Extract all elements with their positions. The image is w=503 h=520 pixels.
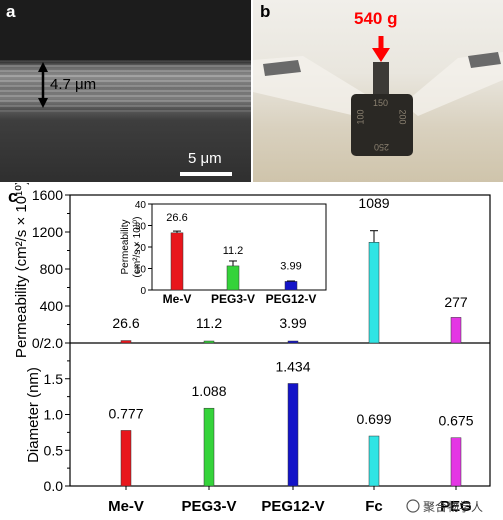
inset-y-axis-label-line1: Permeability bbox=[120, 219, 131, 274]
plot-frame bbox=[69, 194, 491, 487]
weight-body bbox=[351, 94, 413, 156]
permeability-bar-peg12-v bbox=[287, 340, 299, 344]
inset-bar-peg12-v bbox=[284, 281, 298, 291]
inset-y-tick-label: 0 bbox=[140, 286, 146, 297]
watermark-text: 聚合物学人 bbox=[423, 499, 483, 514]
permeability-bar-peg bbox=[450, 317, 462, 344]
clip-left bbox=[263, 60, 301, 76]
sem-image-panel: a 4.7 μm 5 μm bbox=[0, 0, 251, 182]
diameter-bar-peg3-v bbox=[203, 407, 215, 487]
inset-y-tick-label: 20 bbox=[135, 243, 147, 254]
inset-y-tick-label: 10 bbox=[135, 265, 147, 276]
scale-bar-label: 5 μm bbox=[188, 150, 222, 167]
permeability-data-label: 1089 bbox=[358, 195, 389, 211]
membrane-strip-right bbox=[403, 52, 503, 116]
inset-bar-me-v bbox=[170, 232, 184, 291]
permeability-y-tick-label: 0/2.0 bbox=[32, 335, 63, 351]
sem-annotations bbox=[38, 62, 232, 176]
diameter-bar-peg12-v bbox=[287, 383, 299, 487]
inset-y-tick-label: 30 bbox=[135, 222, 147, 233]
permeability-y-tick-label: 400 bbox=[40, 298, 64, 314]
panel-label-c: c bbox=[8, 187, 17, 206]
weight-number-left: 100 bbox=[355, 109, 366, 125]
permeability-y-tick-label: 1200 bbox=[32, 224, 63, 240]
x-tick-label: PEG3-V bbox=[181, 498, 236, 515]
inset-data-label: 3.99 bbox=[280, 260, 301, 272]
diameter-data-label: 0.675 bbox=[438, 413, 473, 429]
diameter-data-label: 0.777 bbox=[108, 405, 143, 421]
diameter-bar-me-v bbox=[120, 430, 132, 487]
inset-x-tick-label: PEG12-V bbox=[266, 292, 317, 306]
inset-data-label: 11.2 bbox=[223, 245, 244, 257]
permeability-data-label: 277 bbox=[444, 294, 468, 310]
photo-panel: b 540 g 150 100 200 250 bbox=[253, 0, 503, 182]
permeability-bar-me-v bbox=[120, 340, 132, 344]
x-tick-label: PEG bbox=[440, 498, 472, 515]
weight-number-right: 200 bbox=[397, 109, 408, 125]
diameter-y-tick-label: 0.5 bbox=[44, 442, 64, 458]
weight-stem bbox=[373, 62, 389, 100]
scale-bar bbox=[180, 172, 232, 176]
mass-label: 540 g bbox=[354, 9, 398, 28]
photo-drawing bbox=[253, 36, 503, 156]
permeability-data-label: 26.6 bbox=[112, 315, 139, 331]
inset-x-tick-label: Me-V bbox=[163, 292, 192, 306]
diameter-y-tick-label: 1.5 bbox=[44, 371, 64, 387]
permeability-y-tick-label: 1600 bbox=[32, 187, 63, 203]
weight-number-top: 150 bbox=[373, 98, 389, 108]
diameter-bar-fc bbox=[368, 435, 380, 487]
thickness-label: 4.7 μm bbox=[50, 76, 97, 93]
diameter-y-axis-label: Diameter (nm) bbox=[25, 367, 42, 463]
panel-label-b: b bbox=[260, 2, 271, 21]
x-tick-label: PEG12-V bbox=[261, 498, 324, 515]
permeability-data-label: 3.99 bbox=[279, 315, 306, 331]
permeability-data-label: 11.2 bbox=[196, 315, 222, 331]
x-tick-label: Fc bbox=[365, 498, 383, 515]
permeability-bar-fc bbox=[368, 242, 380, 344]
red-arrow-icon bbox=[372, 48, 390, 62]
diameter-y-tick-label: 0.0 bbox=[44, 478, 64, 494]
permeability-y-axis-label: Permeability (cm²/s × 10¹⁰) bbox=[13, 183, 30, 358]
permeability-bar-peg3-v bbox=[203, 340, 215, 344]
inset-y-axis-label-line2: (cm²/s × 10¹⁰) bbox=[132, 217, 143, 278]
x-tick-label: Me-V bbox=[108, 498, 144, 515]
thickness-arrow-head-bottom bbox=[38, 98, 48, 108]
inset-bar-peg3-v bbox=[226, 265, 240, 291]
diameter-y-tick-label: 1.0 bbox=[44, 407, 64, 423]
diameter-data-label: 0.699 bbox=[356, 411, 391, 427]
diameter-data-label: 1.434 bbox=[275, 358, 310, 374]
diameter-bar-peg bbox=[450, 437, 462, 487]
thickness-arrow-head-top bbox=[38, 62, 48, 72]
permeability-y-tick-label: 800 bbox=[40, 261, 64, 277]
weight-number-bottom: 250 bbox=[374, 142, 390, 152]
panel-label-a: a bbox=[6, 2, 16, 21]
clip-right bbox=[468, 52, 501, 68]
diameter-data-label: 1.088 bbox=[191, 383, 226, 399]
inset-data-label: 26.6 bbox=[166, 212, 187, 224]
inset-x-tick-label: PEG3-V bbox=[211, 292, 255, 306]
watermark-logo-icon bbox=[406, 499, 420, 513]
inset-y-tick-label: 40 bbox=[135, 200, 147, 211]
